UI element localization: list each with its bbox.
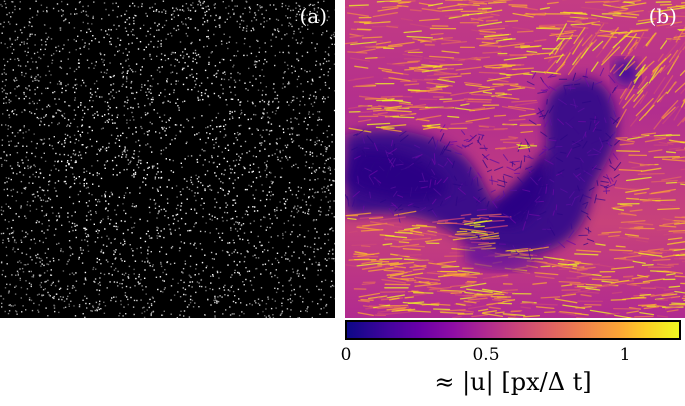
colorbar-label: ≈ |u| [px/Δ t] [434,368,592,396]
particle-image-panel: (a) [0,0,335,318]
colorbar [345,320,681,340]
panel-a-label: (a) [299,4,327,28]
panel-b-label: (b) [648,4,677,28]
velocity-field-image [345,0,685,318]
colorbar-tick-0-5: 0.5 [472,345,500,365]
velocity-field-panel: (b) [345,0,685,318]
colorbar-tick-0: 0 [340,345,352,365]
colorbar-tick-1: 1 [619,345,631,365]
particle-image [0,0,335,318]
